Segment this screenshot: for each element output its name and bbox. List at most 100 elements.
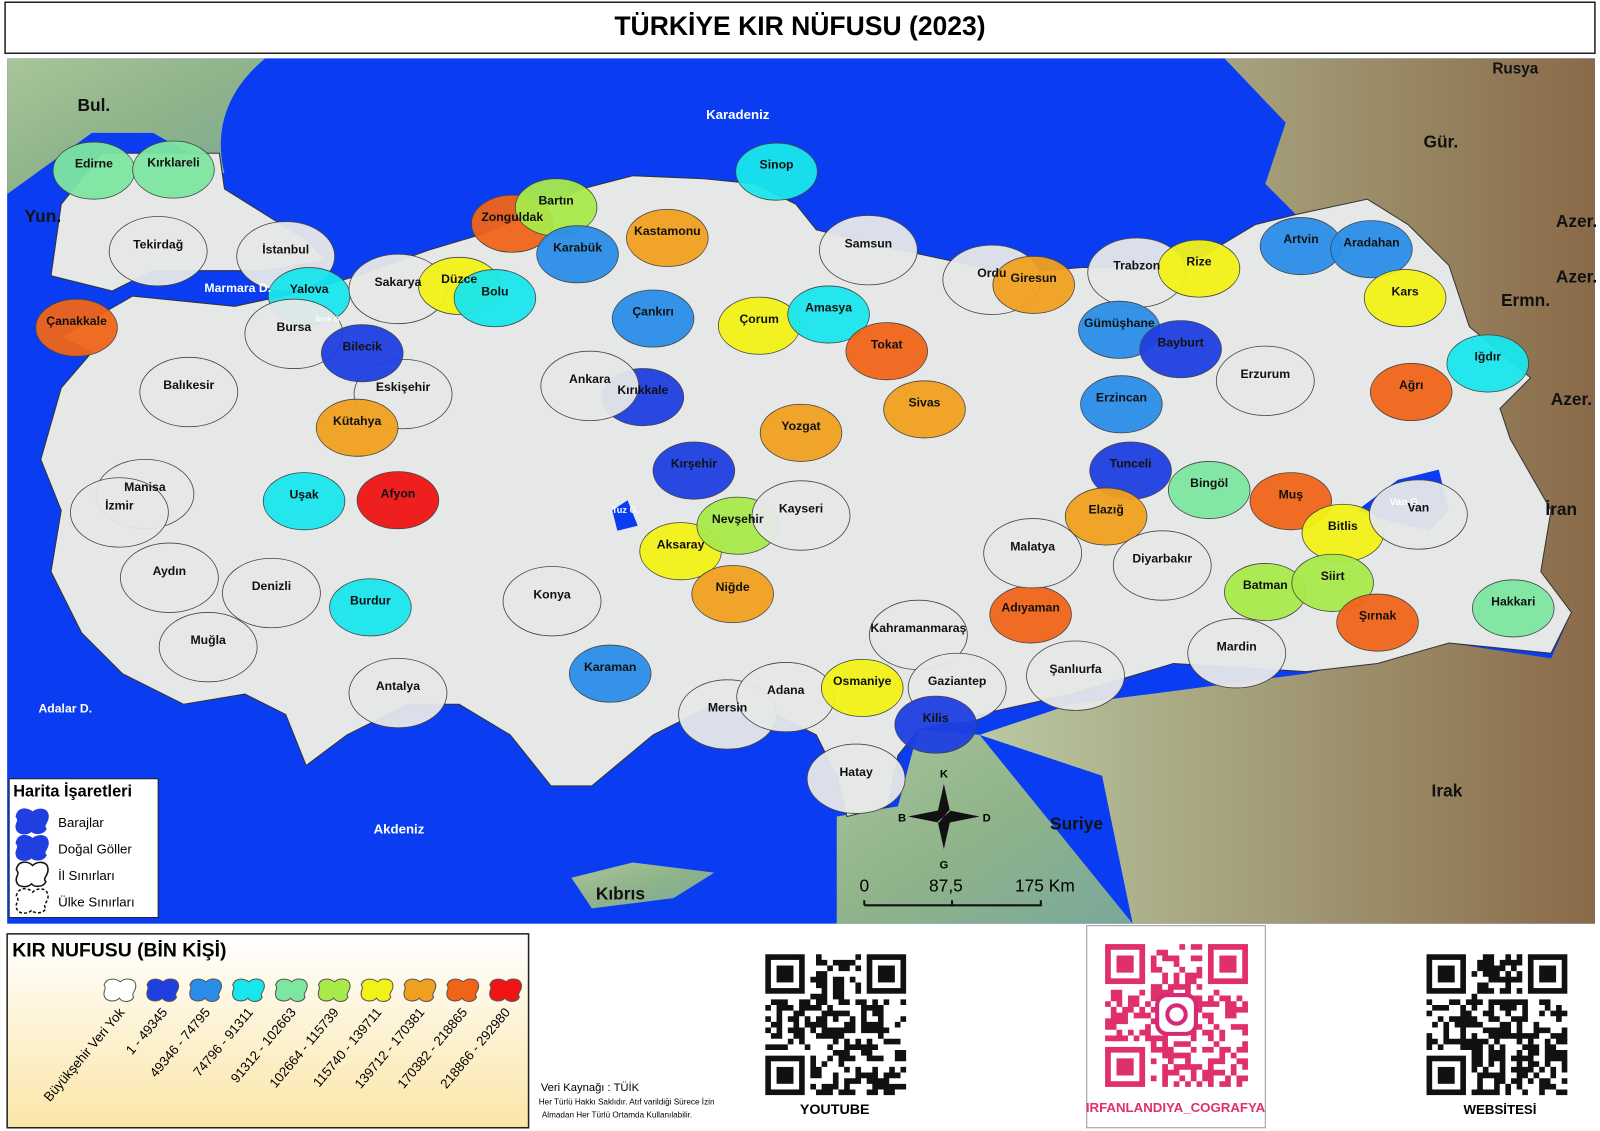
province-label: Tekirdağ	[133, 237, 183, 251]
province-label: Uşak	[289, 487, 318, 501]
province-label: Erzurum	[1240, 367, 1290, 381]
legend-swatch	[231, 978, 265, 1002]
rights-line: Almadan Her Türlü Ortamda Kullanılabilir…	[542, 1111, 692, 1120]
place-label: Gür.	[1423, 132, 1458, 152]
province-labels: Edirne Kırklareli Tekirdağ İstanbul Çanakkal…	[46, 156, 1535, 779]
qr-code[interactable]	[1426, 954, 1568, 1096]
province-label: Mardin	[1217, 639, 1257, 653]
province-label: Tokat	[871, 337, 903, 351]
source: Veri Kaynağı : TÜİK	[541, 1081, 640, 1094]
instagram-label[interactable]: IRFANLANDIYA_COGRAFYA	[1086, 1100, 1266, 1115]
youtube-label[interactable]: YOUTUBE	[800, 1102, 870, 1118]
province-area	[222, 557, 321, 629]
province-area	[536, 225, 619, 284]
qr-code[interactable]	[1105, 944, 1248, 1087]
province-area	[818, 215, 918, 286]
map-legend-label: İl Sınırları	[58, 868, 115, 883]
website-label[interactable]: WEBSİTESİ	[1464, 1102, 1537, 1117]
province-area	[1368, 479, 1468, 550]
qr-finder	[1105, 1046, 1146, 1087]
scale-label: 0	[859, 876, 869, 896]
province-label: Kars	[1391, 284, 1418, 298]
place-label: Karadeniz	[706, 107, 770, 122]
legend-symbol	[15, 861, 49, 888]
province-label: Burdur	[350, 593, 391, 607]
province-area	[735, 142, 818, 201]
province-label: Bolu	[481, 284, 508, 298]
province-area	[35, 298, 118, 357]
compass-label: G	[940, 859, 949, 871]
place-label: Bul.	[78, 95, 111, 115]
province-label: Sakarya	[374, 275, 421, 289]
population-legend-box	[6, 933, 530, 1129]
province-area	[540, 350, 640, 422]
map-legend-label: Ülke Sınırları	[58, 895, 135, 910]
province-label: Denizli	[252, 579, 291, 593]
land-balkans	[7, 58, 266, 195]
legend-swatch	[489, 978, 523, 1002]
qr-code[interactable]	[765, 954, 907, 1096]
province-label: Hatay	[839, 765, 873, 779]
province-label: Mersin	[708, 701, 747, 715]
province-label: Nevşehir	[712, 512, 764, 526]
qr-finder-core	[1116, 955, 1134, 973]
province-area	[132, 140, 215, 199]
province-label: Aydın	[153, 564, 187, 578]
place-label: İznik G.	[316, 314, 341, 323]
legend-swatch	[446, 978, 480, 1002]
legend-symbol	[15, 808, 49, 835]
province-label: Kastamonu	[634, 224, 701, 238]
province-label: Siirt	[1321, 569, 1345, 583]
province-label: Hakkari	[1491, 594, 1535, 608]
province-label: Gümüşhane	[1084, 316, 1155, 330]
legend-swatch	[103, 978, 137, 1002]
province-area	[502, 566, 602, 637]
qr-finder-core	[1437, 1066, 1455, 1084]
province-area	[652, 441, 736, 500]
province-label: Samsun	[845, 236, 893, 250]
instagram-logo-lens	[1165, 1003, 1188, 1026]
province-label: Bitlis	[1328, 519, 1358, 533]
place-label: Ermn.	[1501, 290, 1550, 310]
province-label: Ağrı	[1399, 378, 1423, 392]
province-label: Antalya	[376, 679, 420, 693]
province-area	[691, 565, 774, 624]
province-label: Artvin	[1283, 232, 1318, 246]
province-area	[356, 471, 440, 530]
province-area	[1167, 461, 1251, 519]
place-label: Irak	[1432, 781, 1463, 801]
province-label: Karabük	[553, 240, 602, 254]
province-label: Yozgat	[781, 419, 820, 433]
province-area	[626, 208, 709, 267]
province-label: Giresun	[1011, 271, 1057, 285]
province-label: Kilis	[923, 711, 949, 725]
province-label: Afyon	[381, 486, 416, 500]
province-area	[1446, 334, 1529, 393]
province-label: Aksaray	[657, 537, 705, 551]
place-label: Azer.	[1556, 211, 1597, 231]
place-label: Suriye	[1050, 813, 1103, 833]
qr-finder	[1426, 954, 1466, 994]
province-label: Bingöl	[1190, 476, 1228, 490]
province-area	[453, 269, 537, 328]
province-label: Çanakkale	[46, 314, 107, 328]
province-label: Bartın	[538, 193, 573, 207]
province-area	[983, 518, 1083, 589]
legend-swatch	[360, 978, 394, 1002]
province-area	[1330, 220, 1413, 279]
qr-modules	[1105, 944, 1248, 1087]
province-area	[1064, 487, 1148, 546]
province-area	[158, 612, 258, 683]
province-label: Batman	[1243, 578, 1288, 592]
lake-tuz	[612, 500, 638, 531]
qr-finder	[866, 954, 907, 994]
province-label: Tunceli	[1110, 457, 1152, 471]
legend-symbol	[15, 834, 49, 861]
land-cyprus	[571, 862, 715, 909]
province-label: Adana	[767, 683, 805, 697]
province-label: Erzincan	[1096, 390, 1147, 404]
qr-finder	[1527, 954, 1568, 994]
compass-label: K	[940, 769, 948, 781]
qr-modules	[765, 954, 907, 1096]
